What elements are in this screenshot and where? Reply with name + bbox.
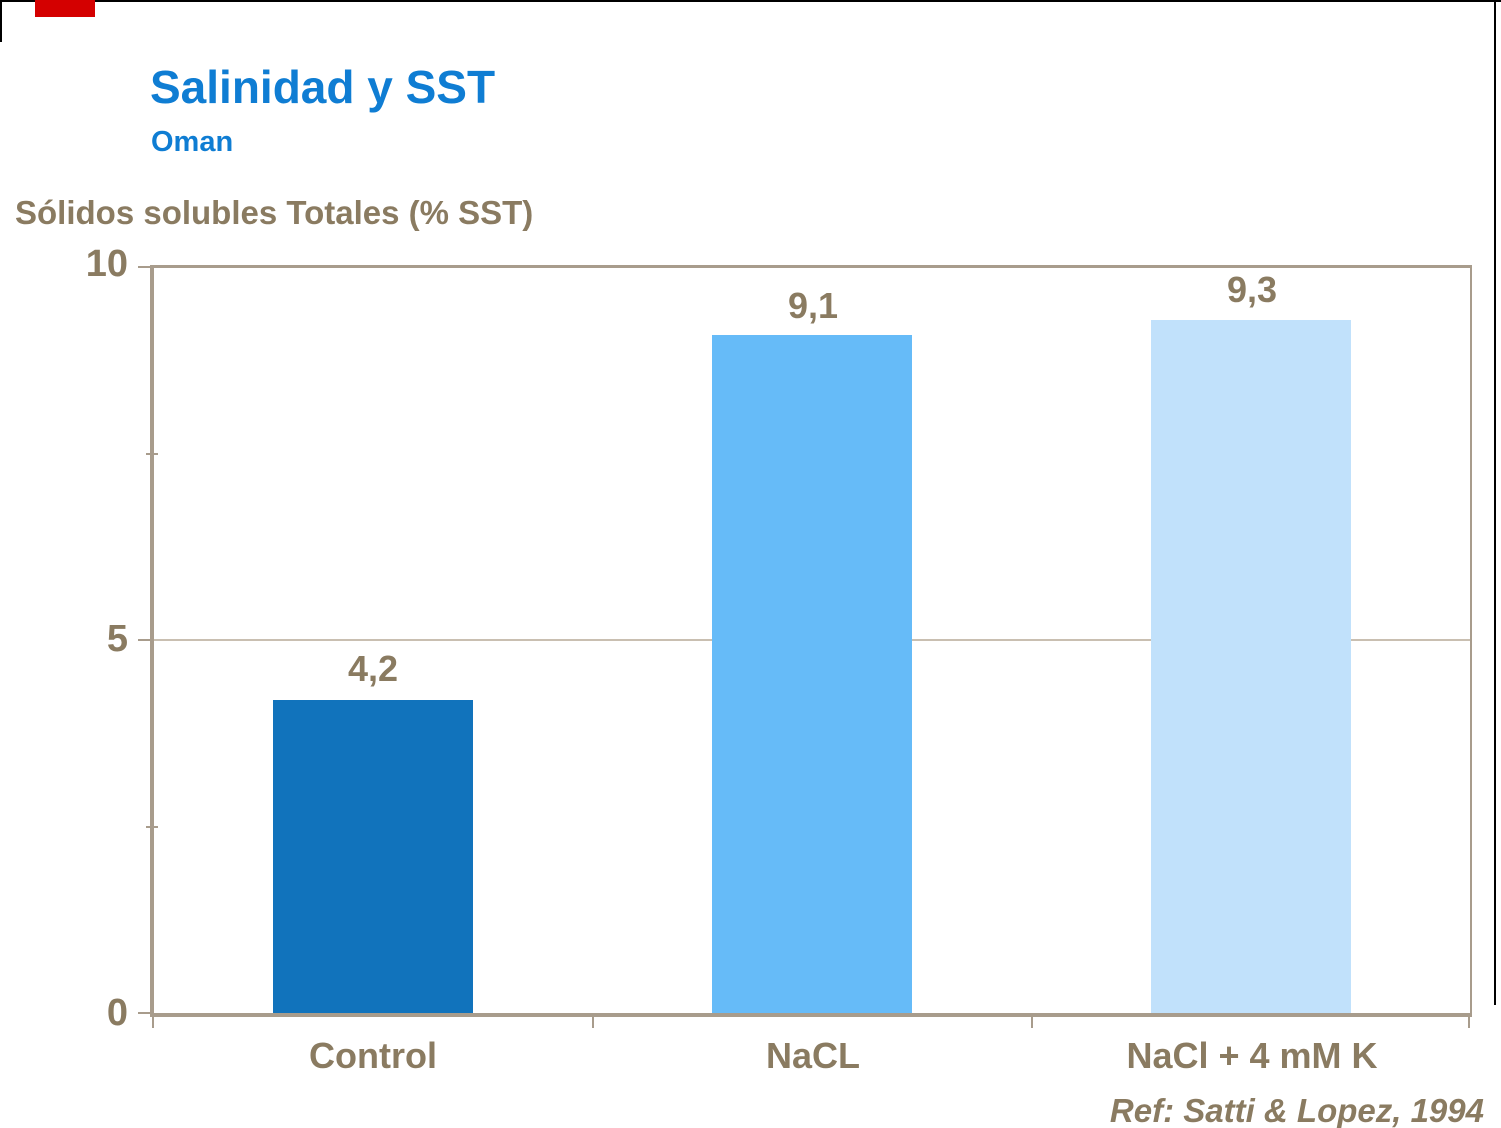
y-axis-minor-tick-7-5	[146, 453, 158, 455]
y-axis-minor-tick-2-5	[146, 826, 158, 828]
y-tick-label-0: 0	[106, 992, 128, 1034]
y-tick-label-10: 10	[85, 243, 128, 285]
value-label-control: 4,2	[347, 648, 399, 689]
y-axis-tick-5	[138, 639, 153, 641]
x-axis-tick-1	[592, 1016, 594, 1028]
x-axis-tick-3	[1468, 1016, 1470, 1028]
x-axis-tick-2	[1031, 1016, 1033, 1028]
value-label-nacl-4mmk: 9,3	[1226, 269, 1278, 310]
category-label-nacl: NaCL	[765, 1035, 860, 1076]
x-axis-tick-0	[152, 1016, 154, 1028]
reference-text: Ref: Satti & Lopez, 1994	[1109, 1092, 1484, 1128]
slide-title: Salinidad y SST	[150, 61, 496, 113]
y-axis-tick-0	[138, 1012, 153, 1014]
top-border-line	[0, 0, 1501, 2]
bar-nacl	[712, 335, 912, 1013]
y-tick-label-5: 5	[106, 618, 128, 660]
red-accent-strip	[35, 0, 95, 17]
left-border-line	[0, 0, 2, 42]
y-axis-tick-10	[138, 266, 153, 268]
value-label-nacl: 9,1	[787, 285, 839, 326]
category-label-control: Control	[309, 1035, 437, 1076]
right-border-line	[1494, 0, 1496, 1005]
bar-nacl-4mmk	[1151, 320, 1351, 1013]
slide-subtitle: Oman	[151, 126, 234, 158]
bar-control	[273, 700, 473, 1013]
y-axis-title: Sólidos solubles Totales (% SST)	[15, 194, 534, 231]
category-label-nacl-4mmk: NaCl + 4 mM K	[1126, 1035, 1378, 1076]
plot-area-frame	[150, 265, 1472, 1017]
